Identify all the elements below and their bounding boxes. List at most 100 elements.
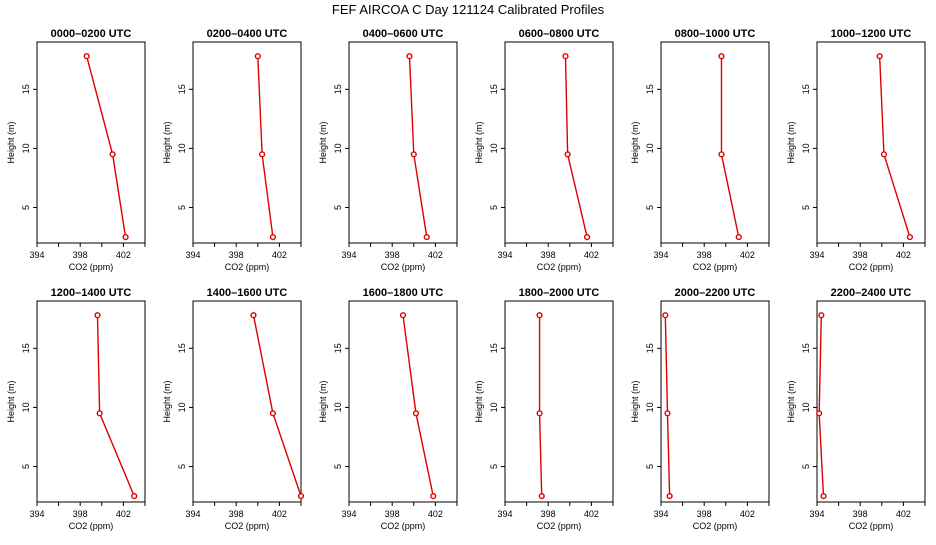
panel-4: 0600–0800 UTC 394 398 402 5 10 15 CO2 (ppm) Heig… [474, 28, 614, 272]
figure-title: FEF AIRCOA C Day 121124 Calibrated Profi… [332, 2, 605, 17]
y-axis-label: Height (m) [630, 121, 640, 163]
data-point [666, 492, 673, 500]
data-point [412, 410, 420, 417]
data-point [254, 53, 261, 60]
x-axis-label: CO2 (ppm) [537, 262, 582, 272]
data-point [536, 312, 543, 319]
panel-12: 2200–2400 UTC 394 398 402 5 10 15 CO2 (ppm) Heig… [786, 287, 926, 531]
y-axis-label: Height (m) [786, 380, 796, 422]
panel-6: 1000–1200 UTC 394 398 402 5 10 15 CO2 (ppm) Heig… [786, 28, 926, 272]
plot-frame [816, 300, 926, 503]
y-tick-label: 5 [333, 464, 343, 469]
panel-title: 1400–1600 UTC [207, 287, 288, 299]
x-tick-label: 398 [541, 250, 556, 260]
y-axis-label: Height (m) [162, 121, 172, 163]
y-tick-label: 10 [801, 402, 811, 412]
x-tick-label: 402 [740, 250, 755, 260]
data-point [664, 410, 671, 417]
data-point [662, 312, 669, 319]
y-axis-label: Height (m) [162, 380, 172, 422]
y-axis-label: Height (m) [630, 380, 640, 422]
plot-frame [504, 300, 614, 503]
data-point [818, 312, 825, 319]
x-tick-label: 394 [29, 509, 44, 519]
data-point [718, 53, 725, 60]
y-tick-label: 5 [645, 205, 655, 210]
x-axis-label: CO2 (ppm) [381, 262, 426, 272]
data-point [536, 410, 543, 417]
x-axis-label: CO2 (ppm) [849, 262, 894, 272]
y-tick-label: 10 [177, 402, 187, 412]
y-tick-label: 10 [489, 143, 499, 153]
x-tick-label: 398 [229, 250, 244, 260]
x-tick-label: 402 [116, 509, 131, 519]
y-tick-label: 10 [333, 402, 343, 412]
data-point [250, 312, 257, 319]
y-tick-label: 15 [489, 343, 499, 353]
x-tick-label: 402 [896, 250, 911, 260]
y-tick-label: 10 [21, 402, 31, 412]
data-point [269, 233, 277, 241]
x-tick-label: 402 [584, 250, 599, 260]
y-tick-label: 15 [177, 84, 187, 94]
x-tick-label: 398 [229, 509, 244, 519]
y-axis-label: Height (m) [786, 121, 796, 163]
y-tick-label: 10 [645, 143, 655, 153]
x-axis-label: CO2 (ppm) [69, 521, 114, 531]
x-tick-label: 394 [497, 250, 512, 260]
x-tick-label: 402 [428, 509, 443, 519]
panel-8: 1400–1600 UTC 394 398 402 5 10 15 CO2 (ppm) Heig… [162, 287, 305, 531]
y-axis-label: Height (m) [318, 380, 328, 422]
plot-frame [36, 300, 146, 503]
data-point [880, 151, 888, 158]
y-tick-label: 15 [645, 343, 655, 353]
y-tick-label: 15 [333, 343, 343, 353]
x-tick-label: 398 [697, 250, 712, 260]
data-point [538, 492, 545, 500]
data-point [423, 233, 430, 241]
plot-frame [36, 41, 146, 244]
panel-title: 0400–0600 UTC [363, 28, 444, 40]
data-point [109, 151, 116, 158]
y-axis-label: Height (m) [6, 380, 16, 422]
x-tick-label: 398 [73, 250, 88, 260]
panel-title: 0000–0200 UTC [51, 28, 132, 40]
y-tick-label: 5 [801, 464, 811, 469]
data-point [406, 53, 413, 60]
x-tick-label: 394 [29, 250, 44, 260]
plot-frame [348, 41, 458, 244]
x-tick-label: 394 [341, 509, 356, 519]
y-tick-label: 5 [489, 464, 499, 469]
y-tick-label: 15 [801, 343, 811, 353]
x-tick-label: 398 [73, 509, 88, 519]
panel-1: 0000–0200 UTC 394 398 402 5 10 15 CO2 (ppm) Heig… [6, 28, 146, 272]
data-point [297, 492, 305, 500]
panel-title: 0200–0400 UTC [207, 28, 288, 40]
y-tick-label: 10 [489, 402, 499, 412]
panel-10: 1800–2000 UTC 394 398 402 5 10 15 CO2 (ppm) Heig… [474, 287, 614, 531]
x-axis-label: CO2 (ppm) [225, 521, 270, 531]
y-tick-label: 10 [21, 143, 31, 153]
y-tick-label: 5 [333, 205, 343, 210]
panel-title: 1600–1800 UTC [363, 287, 444, 299]
y-tick-label: 15 [177, 343, 187, 353]
panel-title: 1200–1400 UTC [51, 287, 132, 299]
data-point [583, 233, 591, 241]
data-point [564, 151, 571, 158]
y-tick-label: 10 [177, 143, 187, 153]
x-tick-label: 394 [185, 509, 200, 519]
y-tick-label: 5 [177, 464, 187, 469]
x-tick-label: 402 [116, 250, 131, 260]
panel-2: 0200–0400 UTC 394 398 402 5 10 15 CO2 (ppm) Heig… [162, 28, 302, 272]
data-point [122, 233, 129, 241]
x-tick-label: 402 [272, 250, 287, 260]
x-tick-label: 398 [697, 509, 712, 519]
x-tick-label: 394 [809, 250, 824, 260]
y-tick-label: 15 [333, 84, 343, 94]
x-axis-label: CO2 (ppm) [693, 521, 738, 531]
y-axis-label: Height (m) [6, 121, 16, 163]
y-tick-label: 15 [645, 84, 655, 94]
x-tick-label: 398 [385, 509, 400, 519]
plot-frame [660, 41, 770, 244]
